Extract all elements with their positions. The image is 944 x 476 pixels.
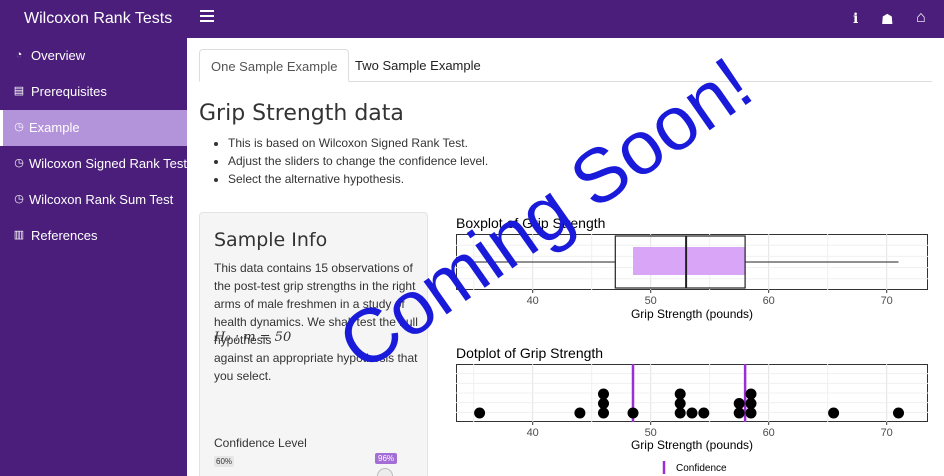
dot-point	[828, 407, 840, 419]
list-item: Select the alternative hypothesis.	[228, 170, 488, 188]
x-axis-label: Grip Strength (pounds)	[631, 307, 753, 321]
comments-icon[interactable]: ☗	[881, 11, 894, 27]
gauge-icon: ◷	[14, 157, 24, 169]
dot-point	[474, 407, 486, 419]
x-tick-label: 50	[645, 427, 657, 439]
legend-label: Confidence	[676, 463, 727, 474]
dot-point	[698, 407, 710, 419]
dot-point	[674, 388, 686, 400]
sample-description: This data contains 15 observations of th…	[214, 261, 418, 347]
open-book-icon: ▥	[13, 229, 25, 241]
x-tick-label: 60	[763, 295, 775, 307]
dotplot-chart: 40 50 60 70 Grip Strength (pounds) Confidence	[456, 364, 928, 474]
dotplot-title: Dotplot of Grip Strength	[456, 345, 604, 361]
book-icon: ▤	[13, 85, 25, 97]
x-axis-label: Grip Strength (pounds)	[631, 438, 753, 452]
dot-point	[627, 407, 639, 419]
tab-bar: One Sample Example Two Sample Example	[199, 49, 932, 82]
tab-one-sample-example[interactable]: One Sample Example	[199, 49, 350, 82]
confidence-slider-handle[interactable]	[376, 468, 393, 476]
dashboard-icon: ◔	[15, 49, 23, 61]
sidebar-item-label: Prerequisites	[31, 84, 107, 99]
x-tick-label: 60	[763, 427, 775, 439]
bullet-list: This is based on Wilcoxon Signed Rank Te…	[216, 134, 488, 188]
sidebar-item-wilcoxon-signed-rank-test[interactable]: ◷ Wilcoxon Signed Rank Test	[0, 146, 187, 182]
page-title: Grip Strength data	[199, 101, 404, 126]
slider-value-badge: 96%	[375, 453, 398, 464]
x-tick-label: 50	[645, 295, 657, 307]
home-icon[interactable]: ⌂	[916, 9, 926, 26]
dot-point	[686, 407, 698, 419]
x-tick-label: 70	[881, 295, 893, 307]
hypothesis-note: against an appropriate hypothesis that y…	[214, 351, 418, 383]
dot-point	[598, 407, 609, 419]
sample-info-panel: Sample Info This data contains 15 observ…	[199, 212, 428, 476]
dot-point	[674, 407, 686, 419]
iqr-box	[614, 235, 746, 289]
dot-point	[893, 407, 904, 419]
dot-point	[745, 407, 757, 419]
app-title: Wilcoxon Rank Tests	[24, 10, 173, 27]
ci-box	[633, 247, 746, 275]
dot-point	[598, 398, 609, 409]
list-item: This is based on Wilcoxon Signed Rank Te…	[228, 134, 488, 152]
sidebar-item-label: Wilcoxon Signed Rank Test	[29, 156, 188, 171]
slider-min-label: 60%	[214, 456, 235, 467]
sidebar-item-label: Wilcoxon Rank Sum Test	[29, 192, 174, 207]
null-hypothesis: H₀ : m = 50	[214, 330, 292, 345]
sidebar-item-label: Overview	[31, 48, 86, 63]
menu-icon[interactable]	[200, 10, 214, 22]
dot-point	[598, 388, 609, 400]
dot-point	[745, 388, 757, 400]
dot-point	[733, 407, 745, 419]
top-navbar: Wilcoxon Rank Tests i ☗ ⌂	[0, 0, 944, 38]
sidebar-item-example[interactable]: ◷ Example	[0, 110, 187, 146]
boxplot-chart: 40 50 60 70 Grip Strength (pounds)	[456, 234, 928, 321]
tab-two-sample-example[interactable]: Two Sample Example	[355, 58, 481, 73]
main-content: One Sample Example Two Sample Example Gr…	[187, 38, 944, 476]
dot-point	[574, 407, 586, 419]
sidebar-item-prerequisites[interactable]: ▤ Prerequisites	[0, 74, 187, 110]
x-tick-label: 70	[881, 427, 893, 439]
info-icon[interactable]: i	[853, 11, 859, 27]
x-tick-label: 40	[527, 427, 539, 439]
sidebar-item-wilcoxon-rank-sum-test[interactable]: ◷ Wilcoxon Rank Sum Test	[0, 182, 187, 218]
boxplot-title: Boxplot of Grip Strength	[456, 215, 606, 231]
dot-point	[745, 398, 757, 409]
sidebar-item-overview[interactable]: ◔ Overview	[0, 38, 187, 74]
list-item: Adjust the sliders to change the confide…	[228, 152, 488, 170]
sample-info-title: Sample Info	[214, 229, 328, 251]
sidebar-item-references[interactable]: ▥ References	[0, 218, 187, 254]
dot-point	[733, 398, 745, 409]
sidebar-item-label: Example	[29, 120, 80, 135]
dot-point	[674, 398, 686, 409]
x-tick-label: 40	[527, 295, 539, 307]
gauge-icon: ◷	[14, 121, 24, 133]
gauge-icon: ◷	[14, 193, 24, 205]
sidebar: ◔ Overview ▤ Prerequisites ◷ Example ◷ W…	[0, 38, 187, 476]
confidence-level-label: Confidence Level	[214, 436, 307, 450]
sidebar-item-label: References	[31, 228, 98, 243]
